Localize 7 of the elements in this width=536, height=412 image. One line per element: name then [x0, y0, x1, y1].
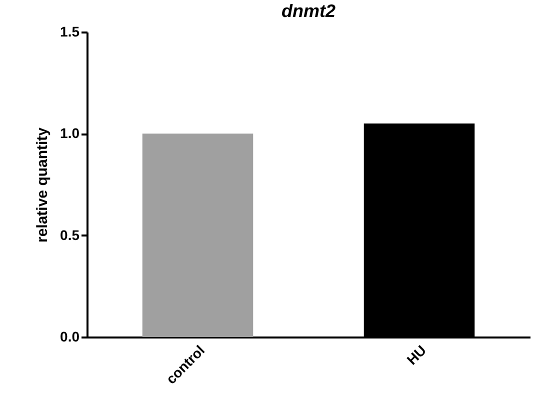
y-tick-label: 1.0	[60, 125, 80, 142]
x-tick-label: HU	[404, 342, 430, 368]
chart-title: dnmt2	[282, 1, 336, 21]
y-tick-label: 0.5	[60, 226, 80, 243]
y-tick-label: 1.5	[60, 24, 80, 40]
y-axis-title: relative quantity	[34, 126, 52, 243]
y-tick-label: 0.0	[60, 328, 80, 344]
